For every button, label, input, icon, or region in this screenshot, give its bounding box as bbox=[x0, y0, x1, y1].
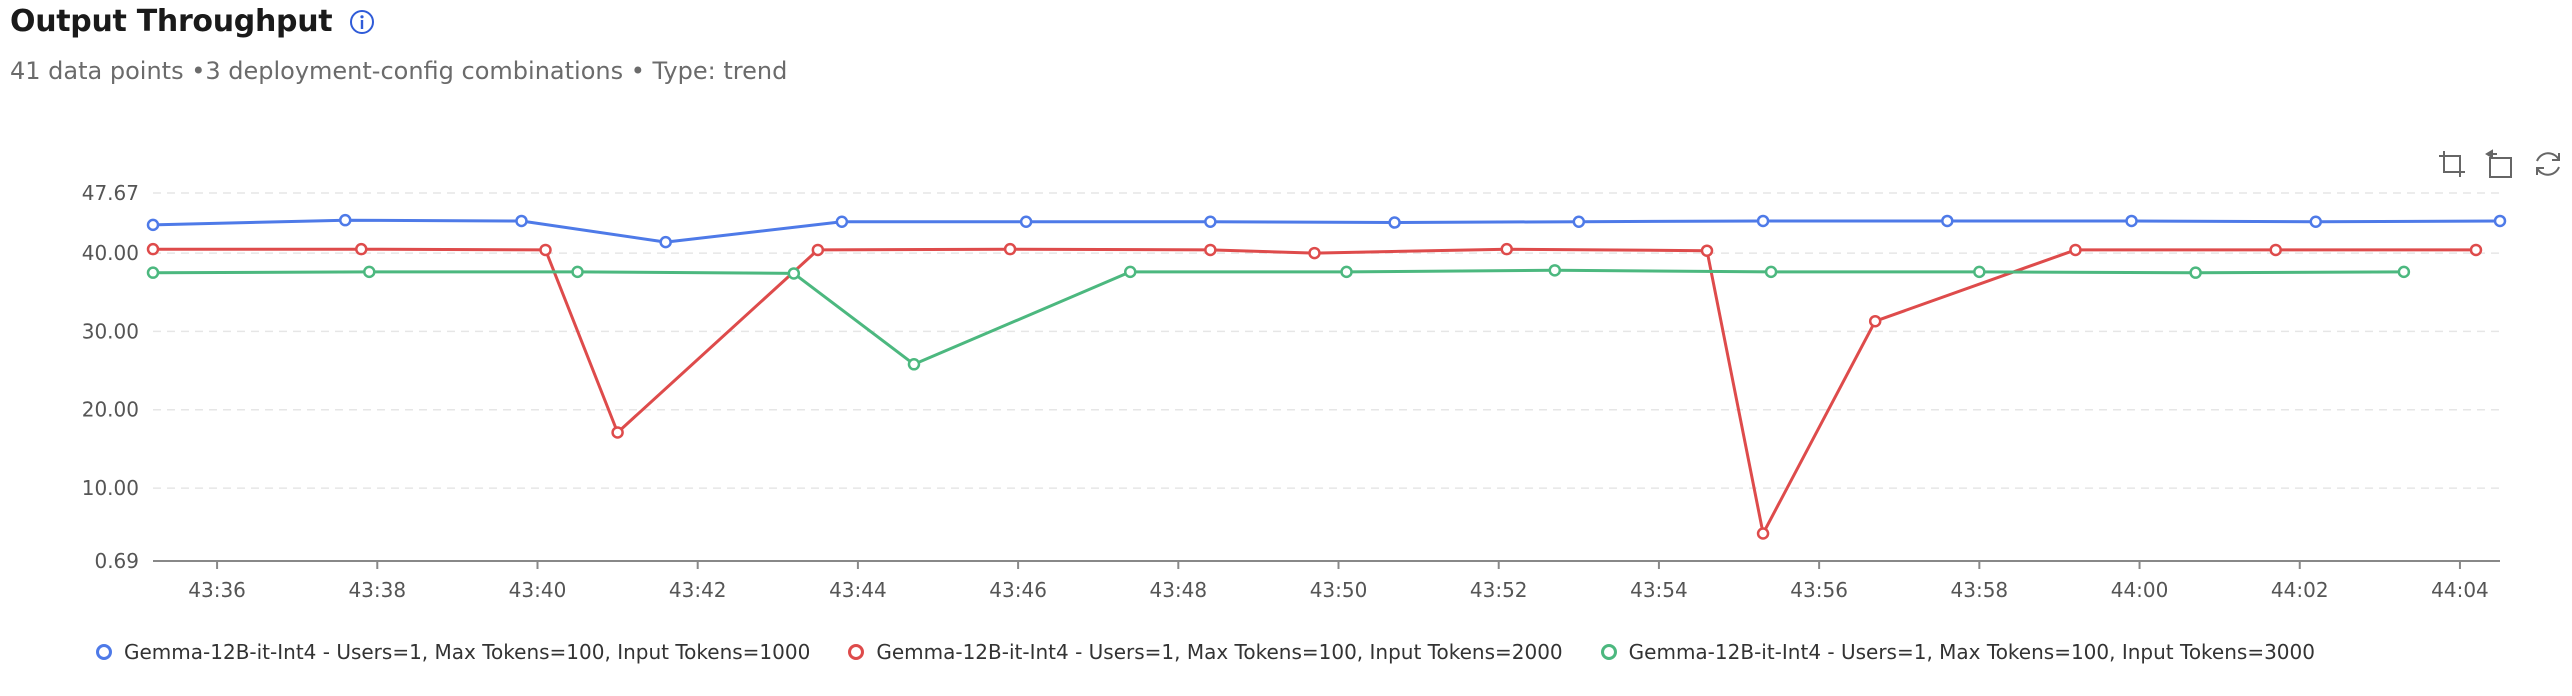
data-point[interactable] bbox=[2469, 243, 2483, 257]
legend-label: Gemma-12B-it-Int4 - Users=1, Max Tokens=… bbox=[876, 640, 1563, 664]
series-line bbox=[152, 218, 2501, 244]
data-point[interactable] bbox=[515, 214, 528, 228]
legend-swatch bbox=[848, 644, 865, 660]
data-point[interactable] bbox=[835, 215, 849, 228]
legend-label: Gemma-12B-it-Int4 - Users=1, Max Tokens=… bbox=[1628, 640, 2315, 664]
series-2 bbox=[146, 242, 2483, 540]
data-point[interactable] bbox=[1756, 527, 1770, 540]
info-circle-icon[interactable] bbox=[348, 8, 376, 36]
x-tick-label: 44:02 bbox=[2271, 578, 2329, 602]
data-point[interactable] bbox=[611, 426, 624, 439]
data-point[interactable] bbox=[1868, 314, 1882, 328]
data-point[interactable] bbox=[787, 267, 801, 280]
chart-subtitle: 41 data points •3 deployment-config comb… bbox=[10, 57, 788, 85]
x-tick-label: 43:44 bbox=[829, 578, 887, 602]
grid-layer bbox=[153, 192, 2500, 489]
series-line bbox=[152, 268, 2404, 366]
x-tick-label: 44:00 bbox=[2111, 578, 2169, 602]
data-point[interactable] bbox=[1340, 265, 1353, 279]
x-tick-label: 43:50 bbox=[1310, 578, 1368, 602]
data-point[interactable] bbox=[2397, 265, 2411, 279]
title-row: Output Throughput bbox=[10, 4, 787, 39]
restore-icon[interactable] bbox=[2532, 148, 2564, 180]
data-point[interactable] bbox=[1941, 214, 1954, 228]
chart-toolbox bbox=[2436, 148, 2564, 180]
data-point[interactable] bbox=[1764, 265, 1778, 279]
data-point[interactable] bbox=[338, 213, 352, 227]
legend-swatch bbox=[96, 644, 112, 660]
x-tick-label: 43:48 bbox=[1149, 578, 1207, 602]
data-point[interactable] bbox=[1204, 243, 1217, 257]
data-point[interactable] bbox=[146, 218, 160, 232]
legend-item[interactable]: Gemma-12B-it-Int4 - Users=1, Max Tokens=… bbox=[1600, 640, 2315, 664]
data-point[interactable] bbox=[1572, 215, 1586, 228]
y-tick-label: 40.00 bbox=[82, 241, 139, 265]
data-point[interactable] bbox=[1019, 215, 1033, 228]
x-tick-label: 43:42 bbox=[669, 578, 727, 602]
legend-swatch bbox=[1600, 644, 1617, 660]
y-tick-label: 30.00 bbox=[82, 319, 139, 343]
data-point[interactable] bbox=[363, 265, 376, 279]
data-point[interactable] bbox=[1123, 265, 1137, 279]
legend-item[interactable]: Gemma-12B-it-Int4 - Users=1, Max Tokens=… bbox=[848, 640, 1563, 664]
y-tick-label: 0.69 bbox=[94, 549, 139, 573]
data-point[interactable] bbox=[1500, 242, 1513, 256]
data-point[interactable] bbox=[539, 243, 552, 257]
chart-header: Output Throughput 41 data points •3 depl… bbox=[10, 4, 787, 85]
legend-label: Gemma-12B-it-Int4 - Users=1, Max Tokens=… bbox=[124, 640, 811, 664]
x-tick-label: 43:46 bbox=[989, 578, 1047, 602]
data-point[interactable] bbox=[1204, 215, 1217, 228]
data-point[interactable] bbox=[1548, 264, 1562, 277]
axis-layer: 0.69 10.00 20.00 30.00 40.00 47.67 43:36 43:38 4… bbox=[82, 181, 2500, 602]
x-tick-label: 43:54 bbox=[1630, 578, 1688, 602]
x-tick-label: 43:52 bbox=[1470, 578, 1528, 602]
data-point[interactable] bbox=[1308, 246, 1321, 260]
x-tick-label: 44:04 bbox=[2431, 578, 2489, 602]
series-3 bbox=[146, 264, 2411, 371]
chart-title: Output Throughput bbox=[10, 4, 333, 39]
data-point[interactable] bbox=[1700, 244, 1714, 257]
legend-item[interactable]: Gemma-12B-it-Int4 - Users=1, Max Tokens=… bbox=[96, 640, 810, 664]
y-tick-label: 20.00 bbox=[82, 398, 139, 422]
data-point[interactable] bbox=[659, 235, 672, 249]
series-1 bbox=[146, 213, 2507, 249]
data-point[interactable] bbox=[1973, 265, 1986, 279]
data-point[interactable] bbox=[2069, 243, 2082, 257]
data-point[interactable] bbox=[811, 243, 825, 257]
data-point[interactable] bbox=[146, 266, 160, 279]
data-point[interactable] bbox=[571, 265, 584, 279]
data-point[interactable] bbox=[146, 242, 160, 256]
data-point[interactable] bbox=[2269, 243, 2282, 257]
series-layer bbox=[146, 213, 2507, 540]
data-point[interactable] bbox=[1388, 216, 1401, 229]
data-point[interactable] bbox=[355, 242, 368, 256]
zoom-back-icon[interactable] bbox=[2484, 148, 2516, 180]
data-point[interactable] bbox=[907, 358, 921, 371]
zoom-select-icon[interactable] bbox=[2436, 148, 2468, 180]
data-point[interactable] bbox=[2309, 215, 2323, 228]
x-tick-label: 43:58 bbox=[1951, 578, 2009, 602]
y-tick-label: 10.00 bbox=[82, 476, 139, 500]
data-point[interactable] bbox=[1003, 242, 1017, 256]
x-tick-label: 43:38 bbox=[348, 578, 406, 602]
data-point[interactable] bbox=[1756, 214, 1770, 228]
data-point[interactable] bbox=[2189, 266, 2202, 279]
y-tick-label: 47.67 bbox=[82, 181, 139, 205]
data-point[interactable] bbox=[2493, 214, 2507, 228]
chart-legend: Gemma-12B-it-Int4 - Users=1, Max Tokens=… bbox=[96, 640, 2315, 664]
series-line bbox=[153, 247, 2476, 535]
data-point[interactable] bbox=[2125, 214, 2138, 228]
x-tick-label: 43:56 bbox=[1790, 578, 1848, 602]
x-tick-label: 43:40 bbox=[509, 578, 567, 602]
x-tick-label: 43:36 bbox=[188, 578, 246, 602]
